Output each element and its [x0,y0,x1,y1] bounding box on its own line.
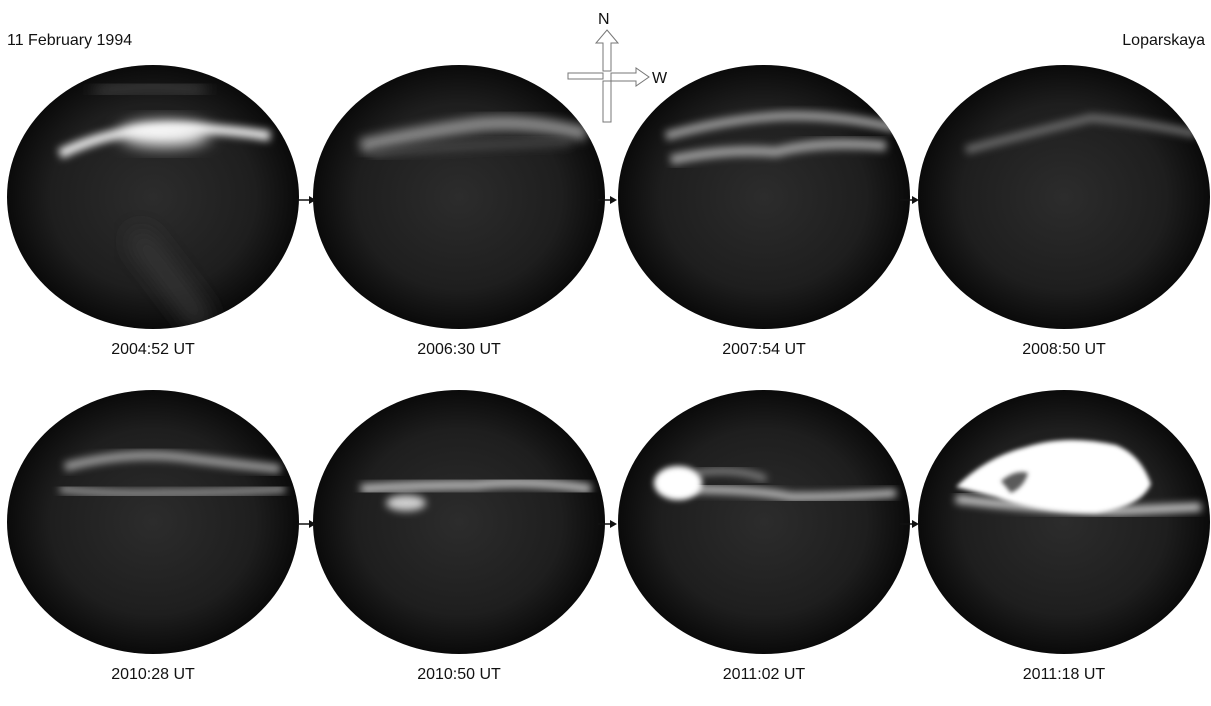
allsky-frame: 2010:28 UT [5,389,301,683]
frame-timestamp: 2011:18 UT [1022,666,1106,683]
allsky-image [311,389,607,655]
frame-timestamp: 2006:30 UT [417,341,501,358]
allsky-image [5,64,301,330]
compass-rose: N W [560,6,680,126]
frame-timestamp: 2011:02 UT [722,666,806,683]
arrow-right-icon [598,196,617,204]
station-label: Loparskaya [1122,32,1205,49]
compass-west-label: W [652,70,668,87]
arrow-right-icon [297,520,316,528]
arrow-right-icon [900,196,919,204]
allsky-image [916,389,1211,655]
allsky-image [5,389,301,655]
allsky-image [311,64,607,330]
allsky-frame: 2011:02 UT [616,389,912,683]
allsky-frame: 2006:30 UT [311,64,607,358]
allsky-image [616,64,912,330]
allsky-frame: 2008:50 UT [916,64,1211,358]
date-label: 11 February 1994 [7,32,133,49]
allsky-frame: 2011:18 UT [916,389,1211,683]
allsky-frame: 2007:54 UT [616,64,912,358]
compass-arrows-icon [567,29,650,123]
frame-timestamp: 2004:52 UT [111,341,195,358]
frame-timestamp: 2010:28 UT [111,666,195,683]
allsky-image [616,389,912,655]
allsky-frame: 2010:50 UT [311,389,607,683]
frame-timestamp: 2007:54 UT [722,341,806,358]
frame-timestamp: 2008:50 UT [1022,341,1106,358]
arrow-right-icon [598,520,617,528]
compass-north-label: N [598,11,610,28]
arrow-right-icon [297,196,316,204]
allsky-image [916,64,1211,330]
allsky-frame: 2004:52 UT [5,64,301,358]
frame-timestamp: 2010:50 UT [417,666,501,683]
arrow-right-icon [900,520,919,528]
